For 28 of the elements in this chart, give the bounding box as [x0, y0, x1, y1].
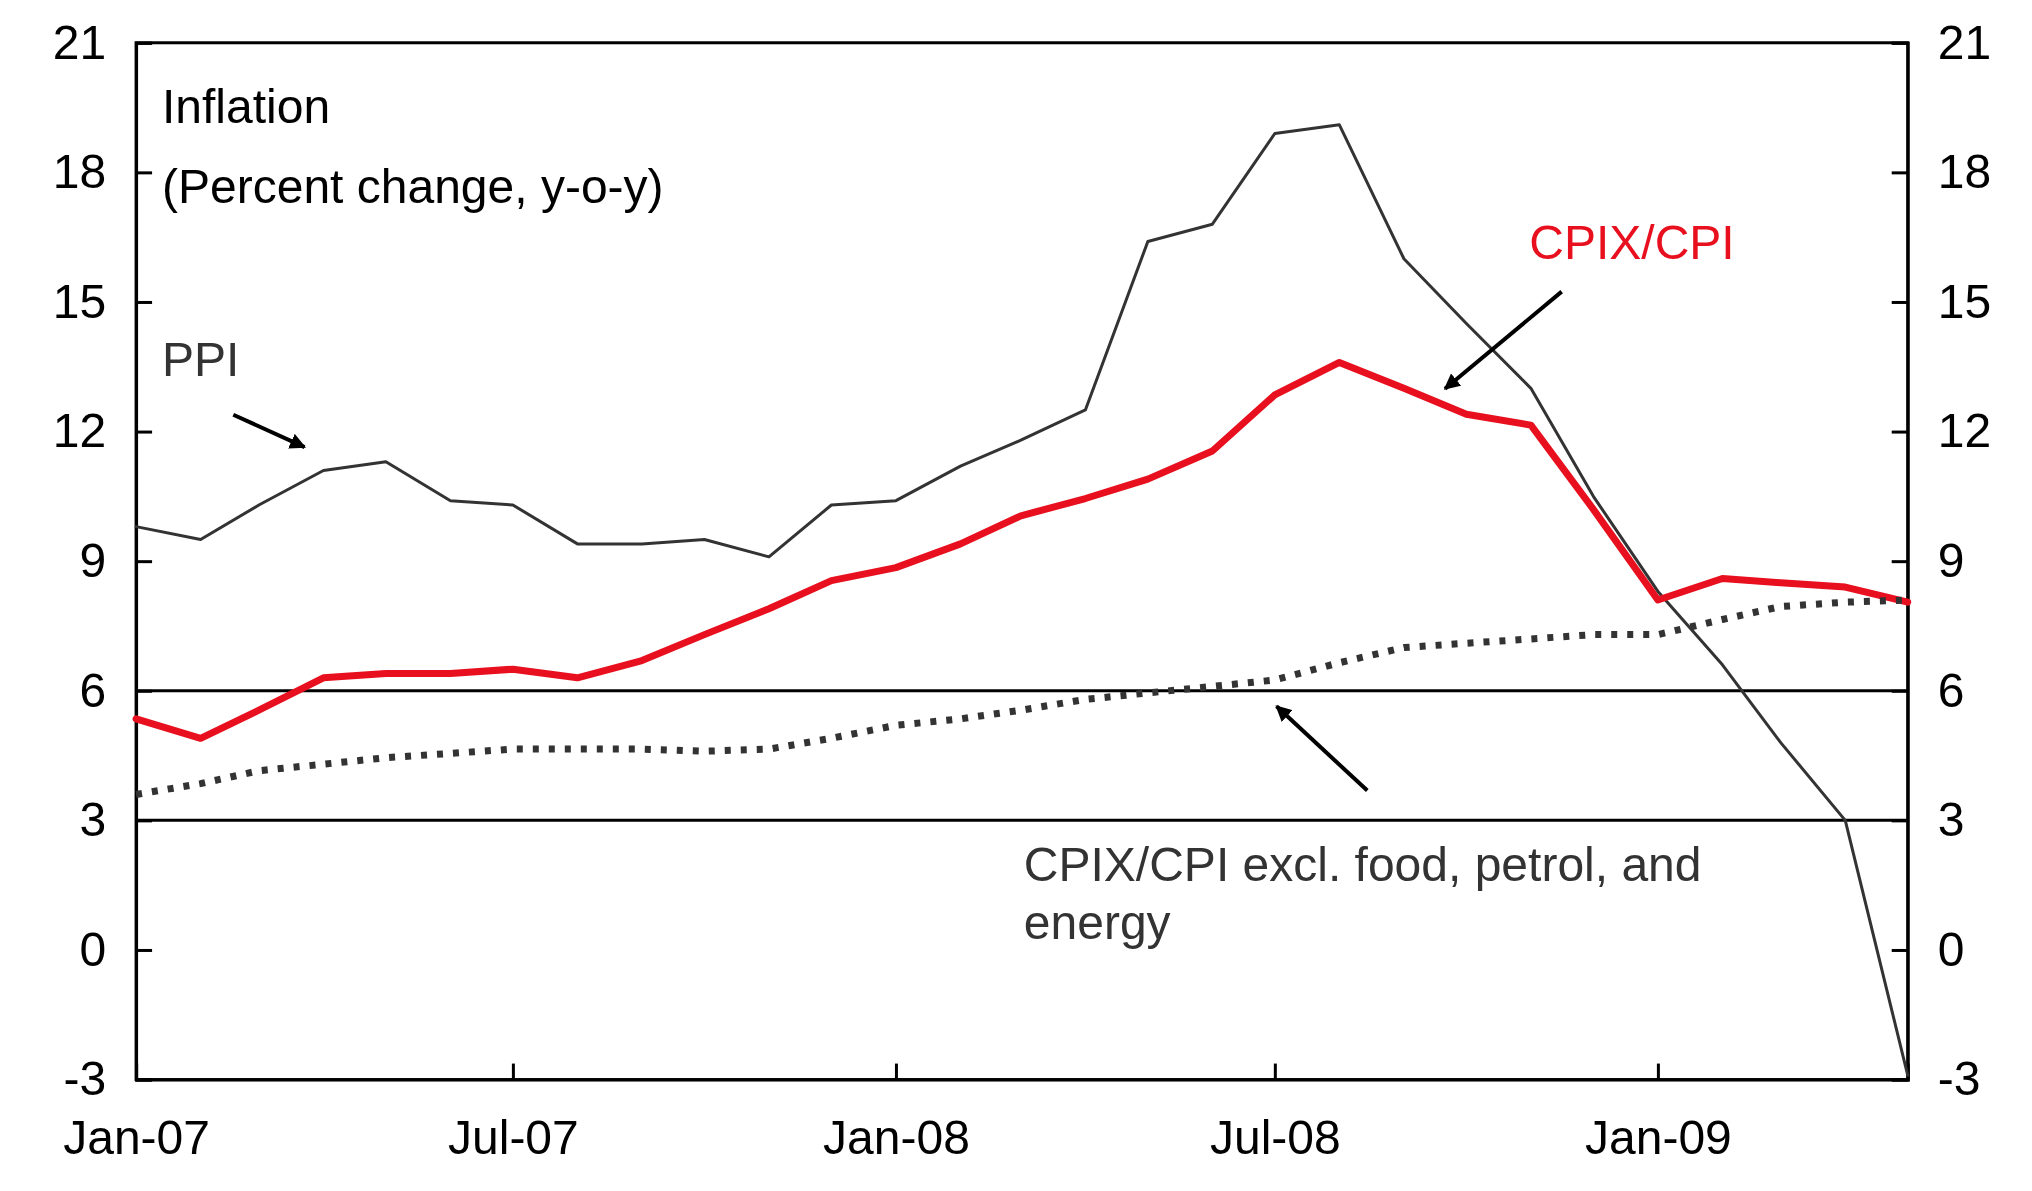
text: Inflation [162, 80, 331, 134]
text: CPIX/CPI excl. food, petrol, and energy [1023, 838, 1702, 949]
y2-tick-label: 0 [1937, 922, 1965, 976]
y-tick-label: 21 [52, 15, 107, 69]
x-tick-label: Jul-08 [1209, 1110, 1341, 1164]
y2-tick-label: 21 [1937, 15, 1992, 69]
x-tick-label: Jan-08 [823, 1110, 970, 1164]
x-tick-label: Jan-07 [63, 1110, 210, 1164]
y-tick-label: 9 [79, 534, 107, 588]
y2-tick-label: 12 [1937, 404, 1992, 458]
y-tick-label: 3 [79, 793, 107, 847]
y2-tick-label: -3 [1937, 1052, 1981, 1106]
y-tick-label: -3 [63, 1052, 107, 1106]
y-tick-label: 0 [79, 922, 107, 976]
y2-tick-label: 9 [1937, 534, 1965, 588]
y-tick-label: 12 [52, 404, 107, 458]
y-tick-label: 15 [52, 274, 107, 328]
y-tick-label: 18 [52, 145, 107, 199]
y2-tick-label: 3 [1937, 793, 1965, 847]
text: PPI [162, 332, 240, 386]
x-tick-label: Jan-09 [1585, 1110, 1732, 1164]
x-tick-label: Jul-07 [448, 1110, 579, 1164]
text: CPIX/CPI [1529, 216, 1735, 270]
y2-tick-label: 18 [1937, 145, 1992, 199]
text: (Percent change, y-o-y) [162, 160, 664, 214]
y2-tick-label: 6 [1937, 663, 1965, 717]
y-tick-label: 6 [79, 663, 107, 717]
y2-tick-label: 15 [1937, 274, 1992, 328]
